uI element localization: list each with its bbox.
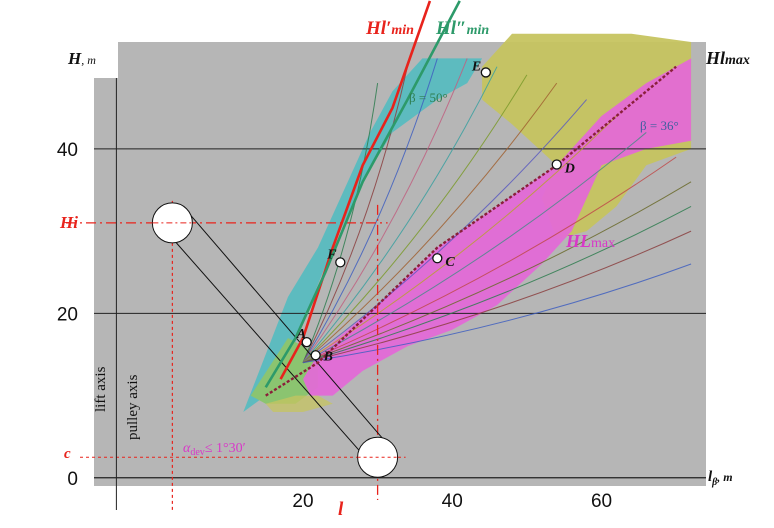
series-line-hl-min bbox=[264, 0, 461, 388]
point-label-c: C bbox=[445, 255, 455, 270]
x-axis-label-sub: β bbox=[711, 477, 718, 488]
point-label-f: F bbox=[326, 247, 337, 262]
point-label-d: D bbox=[564, 162, 575, 177]
x-tick-label: 20 bbox=[292, 491, 313, 512]
y-tick-label: 0 bbox=[67, 469, 78, 490]
hl-max-label: HLmax bbox=[565, 231, 615, 251]
x-tick-label: 40 bbox=[442, 491, 463, 512]
alpha-label: αdev≤ 1°30′ bbox=[183, 441, 246, 458]
series-label-hl1-min: Hl′min bbox=[365, 18, 414, 39]
beta-curve bbox=[302, 181, 692, 364]
beta-curve bbox=[302, 83, 379, 363]
beta-curve bbox=[302, 58, 468, 363]
y-axis-label: H, m bbox=[67, 49, 96, 68]
y-axis-label-unit: , m bbox=[81, 53, 96, 67]
x-axis-label-unit: , m bbox=[716, 470, 732, 484]
annotations: Hl′min Hl″min Hlmax β = 50° β = 36° HLma… bbox=[59, 18, 750, 520]
beta-curve bbox=[302, 156, 677, 364]
data-points: A B C D E F bbox=[296, 59, 575, 364]
beta-curve bbox=[302, 66, 408, 363]
region-pink bbox=[303, 58, 692, 396]
series-line-hl-min bbox=[279, 0, 432, 380]
beta-right-label: β = 36° bbox=[640, 118, 679, 133]
c-label: c bbox=[64, 446, 71, 462]
beta-curve bbox=[302, 230, 692, 364]
series-label-hl-max: Hlmax bbox=[705, 48, 750, 68]
point-a bbox=[301, 336, 312, 348]
y-label-box bbox=[62, 42, 118, 78]
point-label-e: E bbox=[471, 59, 481, 74]
beta-curve bbox=[302, 58, 438, 363]
beta-curve bbox=[302, 66, 498, 363]
point-e bbox=[480, 67, 491, 78]
y-tick-label: 20 bbox=[57, 304, 78, 325]
y-axis-label-main: H bbox=[67, 49, 82, 68]
shaded-regions bbox=[243, 33, 692, 413]
point-f bbox=[335, 257, 346, 268]
point-d bbox=[551, 159, 562, 170]
beta-curves bbox=[302, 58, 692, 364]
point-c bbox=[432, 253, 443, 264]
point-b bbox=[310, 350, 321, 361]
pulley-axis-label: pulley axis bbox=[125, 374, 141, 440]
x-tick-label: 60 bbox=[591, 491, 612, 512]
point-label-a: A bbox=[296, 327, 306, 342]
hi-label: Hi bbox=[59, 213, 78, 232]
rope-line bbox=[189, 214, 394, 452]
region-olive-low bbox=[265, 395, 333, 412]
l-label: l bbox=[338, 499, 344, 520]
mechanism-lines bbox=[66, 78, 406, 510]
series-line-hlmax bbox=[265, 65, 677, 397]
beta-curve bbox=[302, 74, 528, 364]
beta-curve bbox=[302, 263, 692, 364]
point-label-b: B bbox=[323, 349, 333, 364]
grid-lines bbox=[94, 148, 706, 479]
tick-labels: 20 40 60 0 20 40 bbox=[57, 140, 612, 512]
lift-axis-label: lift axis bbox=[93, 366, 109, 412]
beta-curve bbox=[302, 82, 558, 364]
series-label-hl2-min: Hl″min bbox=[435, 18, 489, 39]
beta-curve bbox=[302, 206, 692, 364]
beta-left-label: β = 50° bbox=[409, 90, 448, 105]
series-lines bbox=[264, 0, 677, 397]
beta-curve bbox=[302, 132, 647, 364]
x-axis-label: lβ, m bbox=[708, 469, 733, 488]
y-tick-label: 40 bbox=[57, 140, 78, 161]
x-axis-label-main: l bbox=[708, 469, 713, 485]
beta-curve bbox=[302, 115, 617, 364]
beta-curve bbox=[302, 99, 587, 364]
rope-line bbox=[175, 242, 362, 454]
